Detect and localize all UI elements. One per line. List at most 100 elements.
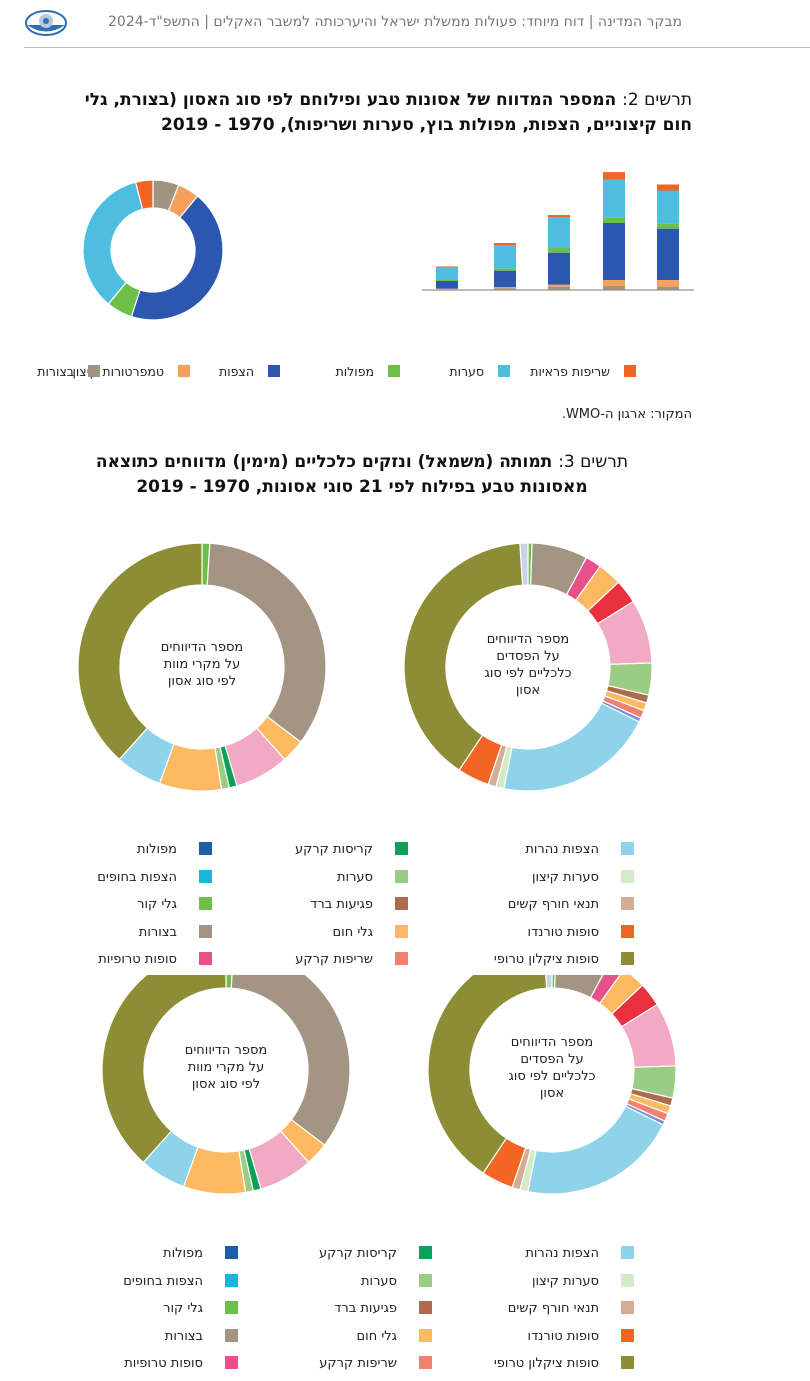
bar-segment — [603, 223, 625, 280]
legend-item: בצורות — [164, 1328, 238, 1344]
figure3-label: תרשים 3: — [558, 452, 629, 472]
legend-label: בצורות — [138, 924, 177, 940]
deaths-donut-2-slice — [230, 945, 351, 1146]
legend-swatch — [395, 952, 408, 965]
legend-item: מפולות — [163, 1246, 238, 1261]
header-divider — [24, 47, 810, 48]
legend-item: סופות טורנדו — [528, 924, 634, 940]
legend-swatch — [178, 365, 190, 377]
fig2-donut-slice — [82, 181, 144, 305]
legend-swatch — [419, 1301, 432, 1314]
legend-item: בצורות — [37, 364, 100, 379]
bar-segment — [494, 287, 516, 289]
bar-segment — [603, 217, 625, 223]
deaths-center-text-2: מספר הדיווחים על מקרי מוות לפי סוג אסון — [185, 1043, 267, 1092]
legend-swatch — [199, 924, 212, 938]
legend-item: סערות — [337, 869, 408, 885]
legend-label: גלי קור — [137, 897, 177, 912]
legend-item: פגיעות ברד — [334, 1301, 432, 1316]
legend-label: פגיעות ברד — [310, 897, 373, 912]
legend-label: תנאי חורף קשים — [507, 897, 599, 912]
legend-swatch — [199, 842, 212, 855]
legend-label: בצורות — [37, 364, 74, 379]
legend-item: הצפות נהרות — [525, 1246, 634, 1261]
losses-center-text-2: מספר הדיווחים על הפסדים כלכליים לפי סוג אסו… — [509, 1035, 596, 1101]
bar-segment — [436, 289, 458, 290]
legend-label: שריפות פראיות — [530, 364, 610, 379]
header-text: מבקר המדינה | דוח מיוחד: פעולות ממשלת יש… — [108, 14, 682, 30]
losses-donut-slice — [519, 542, 529, 586]
legend-label: פגיעות ברד — [334, 1301, 397, 1316]
legend-label: סערות קיצון — [531, 869, 599, 885]
legend-swatch — [621, 1301, 634, 1314]
legend-label: סערות — [361, 1273, 397, 1289]
figure2-title-text: המספר המדווח של אסונות טבע ופילוחם לפי ס… — [84, 90, 692, 135]
legend-label: תנאי חורף קשים — [507, 1301, 599, 1316]
legend-label: גלי חום — [332, 924, 373, 940]
bar-segment — [548, 252, 570, 285]
figure3-title: תרשים 3: תמותה (משמאל) ונזקים כלכליים (מ… — [62, 450, 662, 500]
legend-swatch — [419, 1273, 432, 1287]
legend-swatch — [395, 842, 408, 855]
legend-swatch — [395, 897, 408, 910]
legend-swatch — [621, 1356, 634, 1369]
legend-item: סופות טרופיות — [124, 1356, 238, 1371]
bar-segment — [657, 184, 679, 191]
legend-label: מפולות — [137, 842, 177, 857]
deaths-center-text: מספר הדיווחים על מקרי מוות לפי סוג אסון — [161, 640, 243, 689]
bar-segment — [548, 248, 570, 253]
legend-swatch — [621, 924, 634, 938]
legend-item: סערות — [449, 364, 510, 379]
bar-segment — [548, 286, 570, 290]
legend-item: הצפות נהרות — [525, 842, 634, 857]
losses-donut-slice — [403, 542, 524, 771]
bar-segment — [603, 280, 625, 286]
page-header: מבקר המדינה | דוח מיוחד: פעולות ממשלת יש… — [0, 0, 810, 48]
bar-segment — [436, 281, 458, 289]
figure2-title: תרשים 2: המספר המדווח של אסונות טבע ופיל… — [72, 88, 692, 138]
deaths-donut-slice — [77, 542, 203, 761]
legend-item: בצורות — [138, 924, 212, 940]
legend-item: סערות קיצון — [532, 1273, 634, 1289]
legend-item: פגיעות ברד — [310, 897, 408, 912]
legend-label: גלי קור — [163, 1301, 203, 1316]
losses-donut-slice — [503, 702, 641, 792]
legend-swatch — [395, 924, 408, 938]
legend-item: הצפות בחופים — [123, 1273, 238, 1289]
figure3-title-text: תמותה (משמאל) ונזקים כלכליים (מימין) מדו… — [95, 452, 588, 497]
legend-label: סופות ציקלון טרופי — [493, 1356, 599, 1371]
legend-item: סערות קיצון — [531, 869, 634, 885]
legend-item: גלי קור — [163, 1301, 238, 1316]
legend-swatch — [621, 1246, 634, 1259]
bar-segment — [657, 190, 679, 224]
bar-segment — [657, 228, 679, 280]
bar-segment — [494, 268, 516, 271]
legend-swatch — [419, 1246, 432, 1259]
legend-item: גלי חום — [332, 924, 408, 940]
bar-segment — [436, 280, 458, 281]
losses-donut-2-slice — [527, 1105, 665, 1195]
bar-segment — [548, 215, 570, 218]
legend-swatch — [225, 1273, 238, 1287]
legend-item: קריסות קרקע — [295, 842, 408, 857]
eye-logo-icon — [25, 10, 67, 36]
fig2-donut-slice — [134, 179, 154, 211]
bar-segment — [603, 286, 625, 290]
legend-swatch — [395, 869, 408, 883]
legend-label: סופות ציקלון טרופי — [493, 952, 599, 967]
legend-label: מפולות — [335, 364, 374, 379]
figure2-charts — [82, 172, 694, 321]
legend-item: תנאי חורף קשים — [508, 1301, 634, 1316]
legend-swatch — [621, 842, 634, 855]
legend-swatch — [199, 952, 212, 965]
losses-center-text: מספר הדיווחים על הפסדים כלכליים לפי סוג אסו… — [485, 632, 572, 698]
legend-label: סערות — [337, 869, 373, 885]
legend-swatch — [419, 1328, 432, 1342]
legend-label: שריפות קרקע — [295, 952, 373, 967]
bar-segment — [494, 270, 516, 287]
bar-segment — [494, 245, 516, 269]
legend-label: בצורות — [164, 1328, 203, 1344]
legend-swatch — [419, 1356, 432, 1369]
bar-segment — [494, 288, 516, 290]
legend-item: מפולות — [336, 364, 400, 379]
